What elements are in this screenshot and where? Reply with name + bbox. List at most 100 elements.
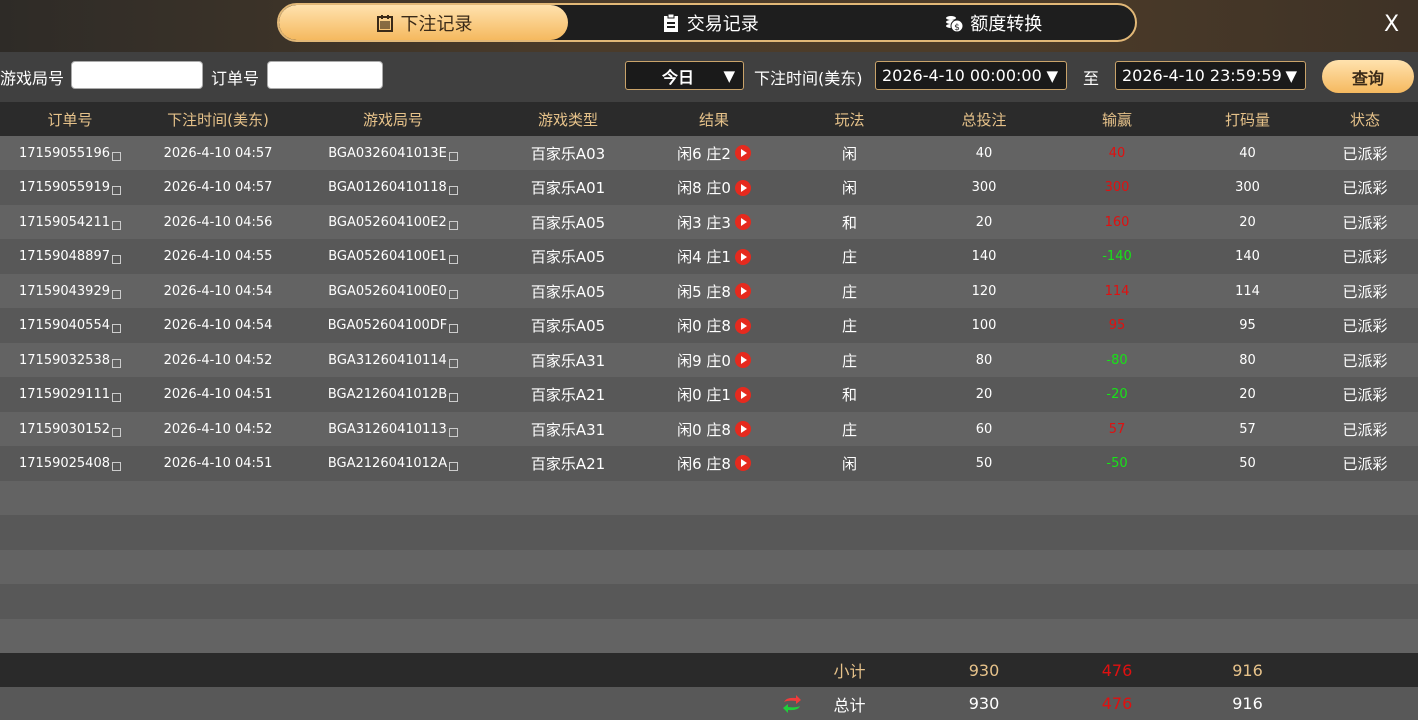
copy-icon[interactable] [111, 186, 121, 196]
table-row: 17159055919 2026-4-10 04:57 BGA01260410118… [0, 170, 1418, 205]
game-id-text: BGA052604100E2 [328, 214, 447, 230]
result-text: 闲3 庄3 [677, 213, 731, 232]
cell-game-type: 百家乐A01 [490, 170, 646, 205]
status-text: 已派彩 [1342, 144, 1388, 163]
copy-icon[interactable] [448, 255, 458, 265]
turnover-text: 20 [1239, 387, 1256, 403]
play-replay-icon[interactable] [734, 145, 751, 162]
turnover-text: 140 [1235, 249, 1260, 265]
copy-icon[interactable] [448, 151, 458, 161]
cell-win-loss: 95 [1051, 308, 1183, 343]
cell-bet-time: 2026-4-10 04:57 [140, 170, 296, 205]
cell-total-bet: 120 [917, 274, 1051, 309]
close-button[interactable]: X [1384, 12, 1400, 37]
copy-icon[interactable] [449, 324, 459, 334]
total-bet-text: 100 [971, 318, 997, 334]
tab-label: 交易记录 [686, 13, 759, 35]
play-replay-icon[interactable] [734, 317, 751, 334]
cell-status: 已派彩 [1312, 205, 1418, 240]
range-value: 今日 [662, 67, 695, 87]
cell-result: 闲6 庄8 [646, 446, 782, 481]
cell-status: 已派彩 [1312, 377, 1418, 412]
cell-win-loss: -140 [1051, 239, 1183, 274]
game-id-text: BGA0326041013E [328, 145, 447, 161]
cell-order-no: 17159055196 [0, 136, 140, 171]
copy-icon[interactable] [448, 186, 458, 196]
copy-icon[interactable] [111, 393, 121, 403]
column-header-total-bet: 总投注 [961, 110, 1007, 129]
table-row: 17159029111 2026-4-10 04:51 BGA2126041012B… [0, 377, 1418, 412]
play-replay-icon[interactable] [734, 386, 751, 403]
tab-bar: 下注记录 交易记录 $ 额度转换 [277, 3, 1137, 42]
tab-bet-records[interactable]: 下注记录 [279, 5, 568, 40]
cell-status: 已派彩 [1312, 412, 1418, 447]
copy-icon[interactable] [111, 151, 121, 161]
to-label: 至 [1083, 69, 1100, 88]
copy-icon[interactable] [111, 324, 121, 334]
tab-transaction-records[interactable]: 交易记录 [568, 5, 852, 40]
header-bar: 下注记录 交易记录 $ 额度转换 X [0, 0, 1418, 52]
result-text: 闲0 庄1 [677, 386, 731, 405]
copy-icon[interactable] [449, 393, 459, 403]
cell-result: 闲3 庄3 [646, 205, 782, 240]
order-label: 订单号 [211, 69, 260, 88]
cell-order-no: 17159025408 [0, 446, 140, 481]
copy-icon[interactable] [111, 220, 121, 230]
order-no-text: 17159055196 [19, 145, 110, 161]
bet-time-text: 2026-4-10 04:54 [163, 318, 273, 334]
turnover-text: 57 [1239, 421, 1256, 437]
order-no-text: 17159054211 [19, 214, 110, 230]
copy-icon[interactable] [449, 461, 459, 471]
play-replay-icon[interactable] [734, 248, 751, 265]
cell-result: 闲0 庄8 [646, 412, 782, 447]
cell-bet-time: 2026-4-10 04:55 [140, 239, 296, 274]
cell-bet-time: 2026-4-10 04:51 [140, 446, 296, 481]
cell-play: 闲 [782, 446, 917, 481]
refresh-icon[interactable] [772, 687, 812, 720]
game-id-label: 游戏局号 [0, 69, 65, 88]
play-text: 闲 [841, 144, 857, 163]
table-row: 17159043929 2026-4-10 04:54 BGA052604100E0… [0, 273, 1418, 309]
game-type-text: 百家乐A31 [530, 351, 606, 370]
copy-icon[interactable] [111, 289, 121, 299]
turnover-text: 80 [1239, 352, 1256, 368]
play-replay-icon[interactable] [734, 214, 751, 231]
cell-order-no: 17159032538 [0, 343, 140, 378]
copy-icon[interactable] [448, 220, 458, 230]
copy-icon[interactable] [111, 255, 121, 265]
cell-turnover: 114 [1183, 274, 1312, 309]
copy-icon[interactable] [448, 289, 458, 299]
cell-turnover: 57 [1183, 412, 1312, 447]
cell-result: 闲0 庄1 [646, 377, 782, 412]
total-bet-text: 120 [971, 283, 997, 299]
game-id-input[interactable] [71, 61, 203, 89]
cell-win-loss: 160 [1051, 205, 1183, 240]
end-time-select[interactable]: 2026-4-10 23:59:59 ▼ [1115, 61, 1306, 90]
order-input[interactable] [267, 61, 383, 89]
bet-time-text: 2026-4-10 04:57 [163, 145, 273, 161]
copy-icon[interactable] [448, 427, 458, 437]
play-replay-icon[interactable] [734, 179, 751, 196]
play-replay-icon[interactable] [734, 455, 751, 472]
start-time-select[interactable]: 2026-4-10 00:00:00 ▼ [875, 61, 1067, 90]
win-loss-text: 160 [1104, 214, 1130, 230]
tab-credit-transfer[interactable]: $ 额度转换 [852, 5, 1136, 40]
cell-game-id: BGA052604100E2 [296, 205, 490, 240]
play-replay-icon[interactable] [734, 421, 751, 437]
copy-icon[interactable] [111, 461, 121, 471]
copy-icon[interactable] [111, 358, 121, 368]
order-no-text: 17159048897 [19, 249, 110, 265]
range-select[interactable]: 今日 ▼ [625, 61, 744, 90]
cell-total-bet: 100 [917, 308, 1051, 343]
cell-order-no: 17159048897 [0, 239, 140, 274]
play-text: 闲 [841, 179, 857, 198]
play-replay-icon[interactable] [734, 352, 751, 369]
tab-label: 额度转换 [970, 13, 1043, 35]
cell-game-type: 百家乐A05 [490, 308, 646, 343]
copy-icon[interactable] [111, 427, 121, 437]
query-button[interactable]: 查询 [1322, 60, 1414, 93]
play-replay-icon[interactable] [734, 283, 751, 300]
game-id-text: BGA052604100E0 [328, 283, 447, 299]
copy-icon[interactable] [448, 358, 458, 368]
cell-status: 已派彩 [1312, 274, 1418, 309]
